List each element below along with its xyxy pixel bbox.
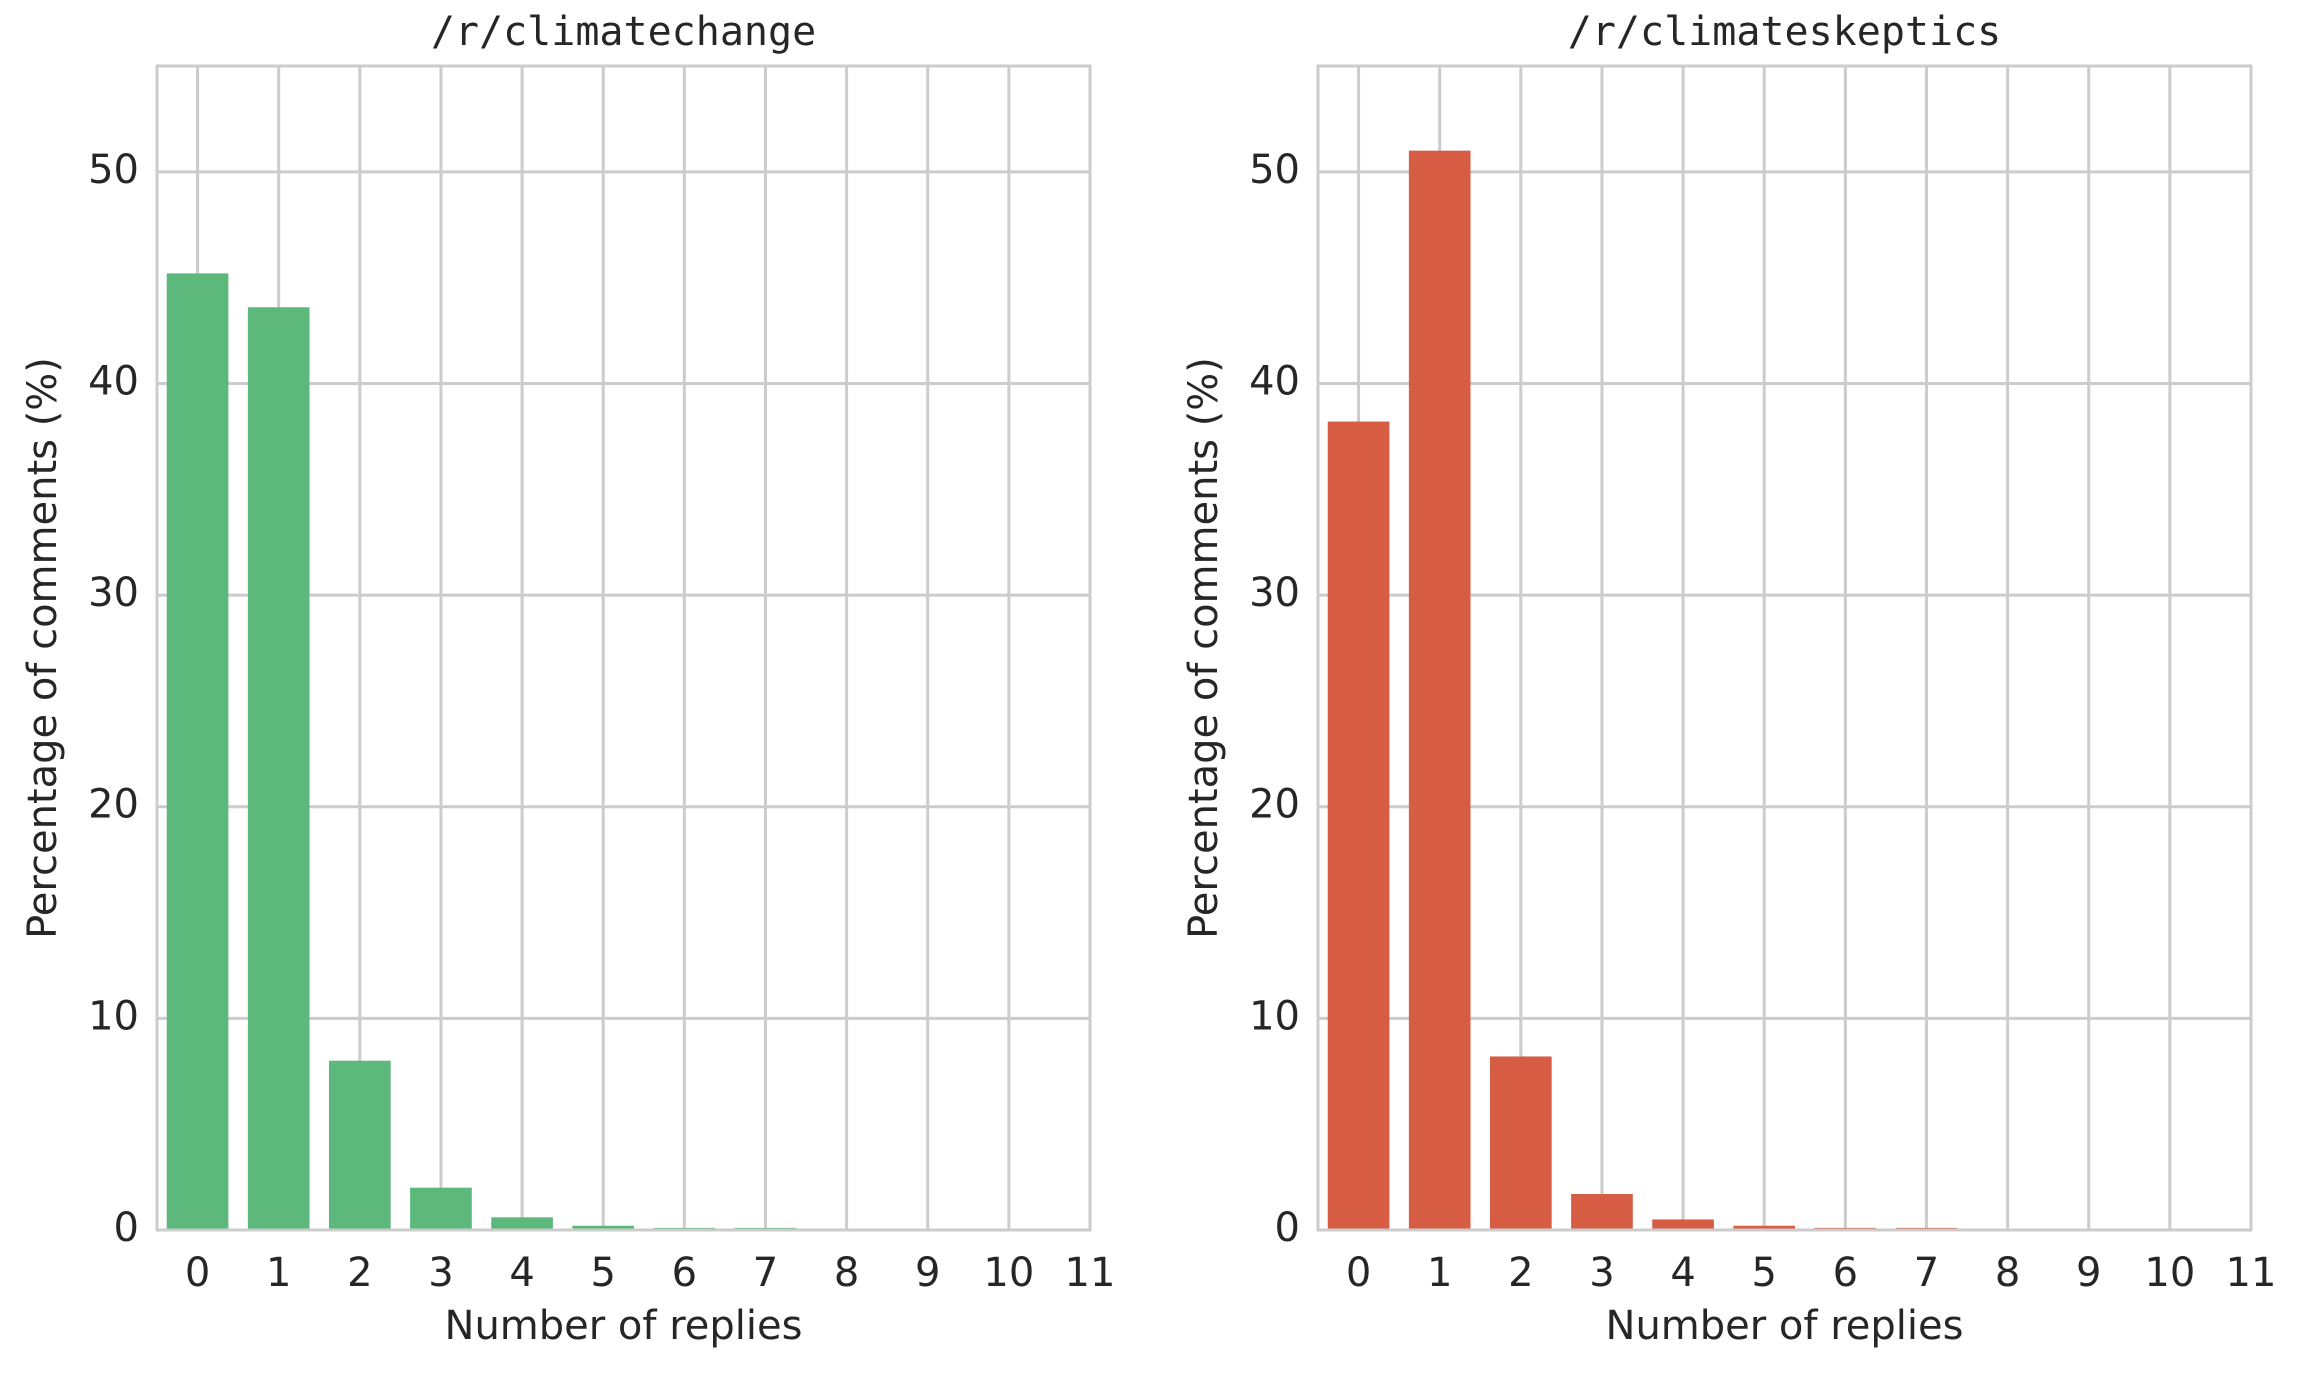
bar — [491, 1217, 553, 1230]
bar — [247, 307, 310, 1230]
x-tick-label: 10 — [2144, 1250, 2195, 1296]
x-tick-label: 6 — [672, 1250, 697, 1296]
x-tick-label: 8 — [834, 1250, 859, 1296]
y-axis-label: Percentage of comments (%) — [1181, 357, 1227, 939]
y-tick-label: 50 — [1249, 147, 1300, 193]
bar — [1652, 1219, 1714, 1230]
bar — [166, 273, 229, 1230]
x-tick-label: 9 — [2076, 1250, 2101, 1296]
bar — [1489, 1056, 1552, 1230]
x-tick-label: 7 — [753, 1250, 778, 1296]
y-tick-label: 30 — [88, 570, 139, 616]
chart-title: /r/climatechange — [431, 9, 816, 55]
x-tick-label: 5 — [590, 1250, 615, 1296]
x-axis-label: Number of replies — [1606, 1303, 1964, 1349]
x-tick-label: 11 — [2226, 1250, 2277, 1296]
x-tick-label: 2 — [347, 1250, 372, 1296]
bar — [410, 1187, 472, 1230]
bar — [328, 1060, 391, 1230]
x-tick-label: 1 — [1427, 1250, 1452, 1296]
y-tick-label: 50 — [88, 147, 139, 193]
y-tick-label: 20 — [1249, 782, 1300, 828]
x-tick-label: 3 — [1589, 1250, 1614, 1296]
y-tick-label: 0 — [1275, 1205, 1300, 1251]
bar — [1327, 421, 1390, 1231]
y-tick-label: 40 — [1249, 358, 1300, 404]
panel: 0 10 20 30 40 50 0 1 2 3 4 5 6 7 8 9 10 11/r/climatechang… — [20, 9, 1115, 1349]
axes-frame — [155, 64, 1092, 1232]
x-tick-label: 1 — [266, 1250, 291, 1296]
y-tick-label: 10 — [1249, 993, 1300, 1039]
x-tick-label: 7 — [1914, 1250, 1939, 1296]
y-tick-label: 30 — [1249, 570, 1300, 616]
axes-frame — [1316, 64, 2253, 1232]
y-tick-label: 20 — [88, 782, 139, 828]
y-tick-label: 10 — [88, 993, 139, 1039]
x-tick-label: 4 — [509, 1250, 534, 1296]
panel: 0 10 20 30 40 50 0 1 2 3 4 5 6 7 8 9 10 11/r/climateskept… — [1181, 9, 2276, 1349]
x-tick-label: 8 — [1995, 1250, 2020, 1296]
bar — [1571, 1194, 1633, 1230]
bar — [572, 1225, 635, 1230]
x-tick-label: 0 — [1346, 1250, 1371, 1296]
x-tick-label: 5 — [1751, 1250, 1776, 1296]
x-tick-label: 10 — [983, 1250, 1034, 1296]
x-tick-label: 3 — [428, 1250, 453, 1296]
bar — [1408, 150, 1471, 1230]
x-tick-label: 0 — [185, 1250, 210, 1296]
x-tick-label: 6 — [1833, 1250, 1858, 1296]
x-tick-label: 4 — [1670, 1250, 1695, 1296]
y-axis-label: Percentage of comments (%) — [20, 357, 66, 939]
x-tick-label: 9 — [915, 1250, 940, 1296]
x-tick-label: 11 — [1065, 1250, 1116, 1296]
x-tick-label: 2 — [1508, 1250, 1533, 1296]
y-tick-label: 0 — [114, 1205, 139, 1251]
y-tick-label: 40 — [88, 358, 139, 404]
bar — [1733, 1225, 1796, 1230]
chart-title: /r/climateskeptics — [1568, 9, 2001, 55]
x-axis-label: Number of replies — [445, 1303, 803, 1349]
